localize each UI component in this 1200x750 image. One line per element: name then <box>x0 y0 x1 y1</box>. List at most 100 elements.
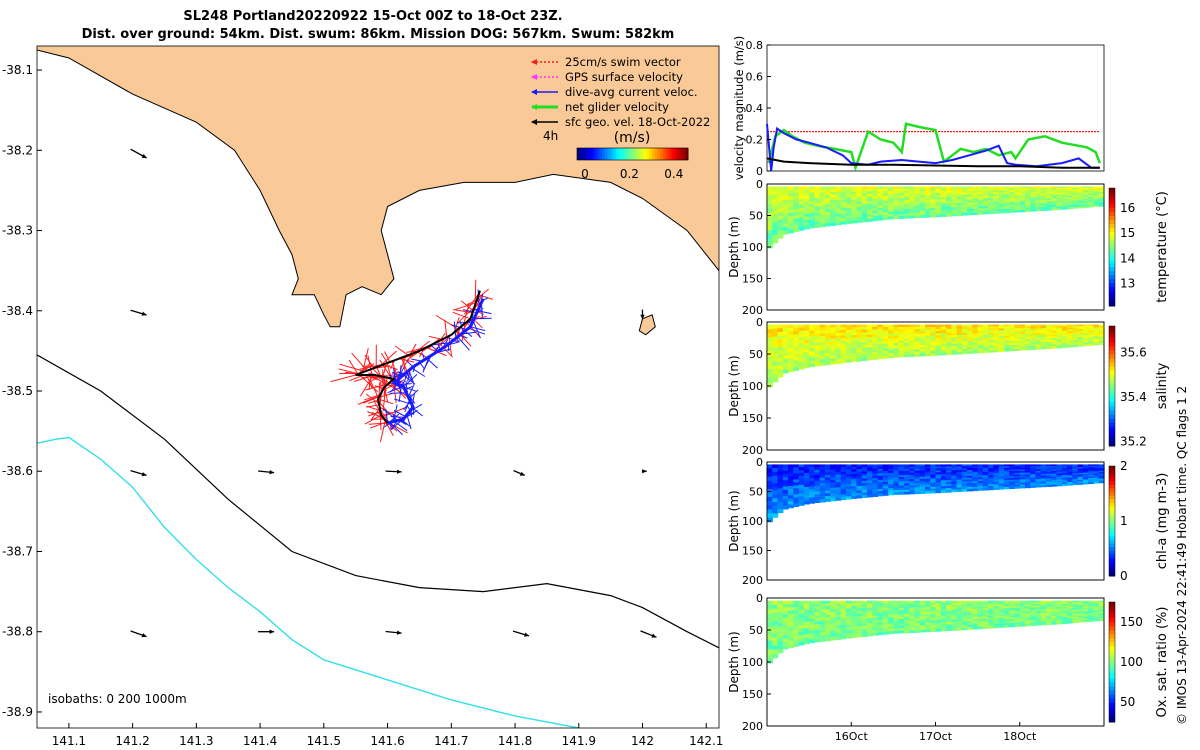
heatmap-colorbar-cell <box>1109 258 1115 264</box>
heatmap-cell <box>830 355 837 359</box>
heatmap-cell <box>930 490 937 494</box>
heatmap-cell <box>1046 605 1052 608</box>
heatmap-cell <box>1030 480 1037 483</box>
heatmap-cell <box>1067 471 1073 474</box>
heatmap-cell <box>861 329 868 333</box>
heatmap-cell <box>998 339 1005 343</box>
heatmap-cell <box>1072 478 1079 481</box>
heatmap-cell <box>946 194 952 198</box>
heatmap-cell <box>930 195 937 198</box>
heatmap-cell <box>882 195 889 199</box>
heatmap-cell <box>840 484 847 488</box>
heatmap-cell <box>840 218 847 222</box>
heatmap-cell <box>930 353 937 356</box>
heatmap-cell <box>972 346 979 350</box>
sfc-geo-arrowhead <box>141 153 147 158</box>
heatmap-cell <box>888 631 894 635</box>
heatmap-cell <box>1051 339 1058 342</box>
heatmap-cell <box>946 341 952 345</box>
heatmap-cell <box>814 618 821 622</box>
heatmap-cell <box>1014 333 1021 337</box>
heatmap-cell <box>851 191 858 195</box>
heatmap-cell <box>1046 208 1052 211</box>
heatmap-cell <box>856 495 863 499</box>
heatmap-cell <box>903 630 910 634</box>
heatmap-cell <box>809 478 815 482</box>
heatmap-cell <box>819 618 826 622</box>
heatmap-cell <box>1019 611 1026 614</box>
heatmap-cell <box>1040 193 1047 196</box>
heatmap-cell <box>1072 468 1079 471</box>
heatmap-cell <box>1035 338 1042 341</box>
heatmap-cell <box>1019 471 1026 474</box>
heatmap-cell <box>809 204 815 208</box>
heatmap-cell <box>777 208 784 213</box>
heatmap-cell <box>1072 198 1079 201</box>
heatmap-cell <box>951 611 958 614</box>
heatmap-cell <box>977 208 984 211</box>
heatmap-cell <box>977 342 984 346</box>
heatmap-cell <box>893 487 900 491</box>
heatmap-cell <box>903 600 910 604</box>
heatmap-cell <box>803 634 810 638</box>
heatmap-cell <box>814 203 821 208</box>
heatmap-cell <box>782 621 789 626</box>
heatmap-cell <box>1009 324 1016 328</box>
heatmap-cell <box>1067 338 1073 342</box>
heatmap-cell <box>824 632 831 636</box>
heatmap-cell <box>946 604 952 608</box>
heatmap-cell <box>882 488 889 492</box>
heatmap-cell <box>1009 476 1016 479</box>
heatmap-cell <box>861 605 868 609</box>
heatmap-cell <box>877 624 884 628</box>
heatmap-cell <box>803 358 810 362</box>
heatmap-cell <box>835 338 842 342</box>
heatmap-cell <box>909 197 916 201</box>
heatmap-cell <box>798 353 805 357</box>
heatmap-cell <box>1088 465 1095 468</box>
heatmap-cell <box>919 609 926 613</box>
heatmap-cell <box>951 470 958 473</box>
heatmap-cell <box>1061 465 1068 468</box>
heatmap-cell <box>851 464 858 468</box>
heatmap-cell <box>935 628 942 632</box>
heatmap-cell <box>851 626 858 631</box>
heatmap-cell <box>1082 618 1089 621</box>
heatmap-cell <box>1098 478 1105 481</box>
heatmap-cell <box>798 629 805 633</box>
heatmap-cell <box>1077 335 1084 338</box>
heatmap-cell <box>1072 206 1079 209</box>
heatmap-cell <box>977 464 984 467</box>
heatmap-cell <box>777 201 784 206</box>
heatmap-cell <box>1098 617 1105 620</box>
heatmap-cell <box>1019 476 1026 479</box>
heatmap-cell <box>767 636 773 642</box>
heatmap-cell <box>1061 186 1068 189</box>
heatmap-cell <box>882 341 889 345</box>
heatmap-cell <box>1035 609 1042 612</box>
heatmap-colorbar-cell <box>1109 646 1115 651</box>
heatmap-cell <box>1019 335 1026 338</box>
heatmap-cell <box>993 194 1000 197</box>
heatmap-cell <box>925 609 931 613</box>
heatmap-cell <box>940 488 947 491</box>
heatmap-colorbar-cell <box>1109 278 1115 283</box>
heatmap-cell <box>1061 324 1068 327</box>
heatmap-cell <box>814 221 821 225</box>
heatmap-colorbar-cell <box>1109 670 1115 675</box>
heatmap-cell <box>814 330 821 334</box>
heatmap-cell <box>1009 485 1016 488</box>
heatmap-cell <box>846 327 852 331</box>
heatmap-cell <box>1009 193 1016 197</box>
heatmap-cell <box>909 472 916 476</box>
heatmap-cell <box>767 324 773 330</box>
heatmap-cell <box>851 471 858 475</box>
heatmap-cell <box>1072 477 1079 480</box>
heatmap-cell <box>972 328 979 332</box>
heatmap-cell <box>809 630 815 635</box>
heatmap-cell <box>803 186 810 191</box>
heatmap-cell <box>898 333 905 337</box>
heatmap-cell <box>777 190 784 195</box>
heatmap-cell <box>1098 480 1105 482</box>
heatmap-cell <box>1014 346 1021 349</box>
